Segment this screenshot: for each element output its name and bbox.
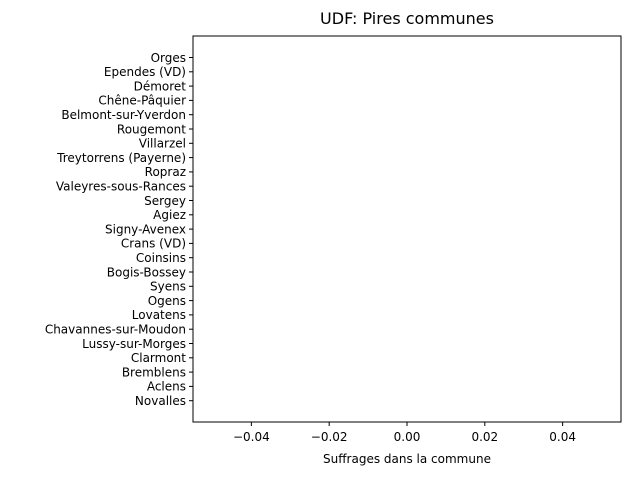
y-tick-label: Belmont-sur-Yverdon — [61, 108, 186, 122]
y-tick-label: Agiez — [153, 208, 186, 222]
x-tick-label: 0.00 — [394, 430, 421, 444]
x-tick-label: 0.02 — [471, 430, 498, 444]
y-tick-label: Ropraz — [145, 165, 186, 179]
y-tick-label: Lovatens — [132, 308, 186, 322]
y-tick-label: Rougemont — [117, 122, 186, 136]
y-tick-label: Sergey — [144, 194, 186, 208]
y-tick-label: Clarmont — [131, 351, 186, 365]
y-tick-label: Bremblens — [122, 365, 186, 379]
x-tick-label: −0.04 — [233, 430, 270, 444]
y-tick-label: Valeyres-sous-Rances — [56, 180, 186, 194]
y-tick-label: Bogis-Bossey — [107, 265, 186, 279]
y-tick-label: Novalles — [135, 394, 186, 408]
y-tick-label: Orges — [151, 51, 186, 65]
y-tick-label: Chêne-Pâquier — [98, 94, 186, 108]
y-tick-label: Ependes (VD) — [104, 65, 186, 79]
x-axis: −0.04 −0.02 0.00 0.02 0.04 — [233, 422, 576, 444]
y-tick-label: Ogens — [148, 294, 186, 308]
x-axis-label: Suffrages dans la commune — [323, 452, 491, 466]
y-tick-label: Treytorrens (Payerne) — [56, 151, 186, 165]
x-tick-label: 0.04 — [549, 430, 576, 444]
plot-area — [192, 35, 622, 423]
y-tick-label: Villarzel — [139, 137, 186, 151]
y-tick-label: Crans (VD) — [121, 237, 186, 251]
chart-title: UDF: Pires communes — [320, 9, 494, 28]
y-tick-label: Aclens — [147, 380, 186, 394]
x-tick-label: −0.02 — [311, 430, 348, 444]
y-tick-label: Lussy-sur-Morges — [82, 337, 186, 351]
y-tick-label: Chavannes-sur-Moudon — [45, 323, 186, 337]
y-tick-label: Démoret — [134, 79, 187, 93]
y-tick-label: Coinsins — [136, 251, 186, 265]
y-tick-label: Syens — [150, 280, 186, 294]
y-tick-label: Signy-Avenex — [105, 222, 186, 236]
